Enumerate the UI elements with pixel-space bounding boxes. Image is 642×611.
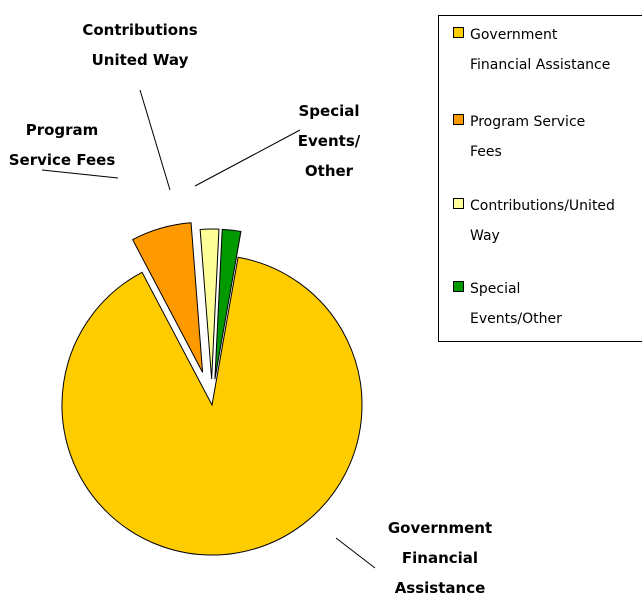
callout-contributions-united-way: Contributions United Way [82, 21, 198, 69]
legend-swatch-government [453, 27, 464, 38]
legend-label-contributions: Contributions/United Way [470, 198, 615, 244]
legend: Government Financial Assistance Program … [438, 15, 642, 342]
slice-special-events-other [214, 228, 242, 380]
legend-swatch-special-events [453, 281, 464, 292]
legend-swatch-program-service-fees [453, 114, 464, 125]
leader-government [335, 537, 376, 569]
slice-government-financial-assistance [61, 256, 363, 556]
slice-contributions-united-way [199, 228, 220, 380]
leader-special-events [194, 129, 301, 187]
leader-program-service-fees [41, 169, 119, 179]
callout-program-service-fees: Program Service Fees [8, 121, 116, 169]
legend-label-government: Government Financial Assistance [470, 27, 611, 73]
leader-contributions [139, 89, 171, 191]
legend-label-program-service-fees: Program Service Fees [470, 114, 586, 160]
callout-leader-lines [41, 89, 376, 569]
pie-slices [61, 222, 363, 556]
callout-government-financial-assistance: Government Financial Assistance [387, 519, 493, 597]
legend-label-special-events: Special Events/Other [470, 281, 562, 327]
legend-swatch-contributions [453, 198, 464, 209]
callout-special-events-other: Special Events/ Other [297, 102, 361, 180]
slice-program-service-fees [131, 222, 204, 373]
